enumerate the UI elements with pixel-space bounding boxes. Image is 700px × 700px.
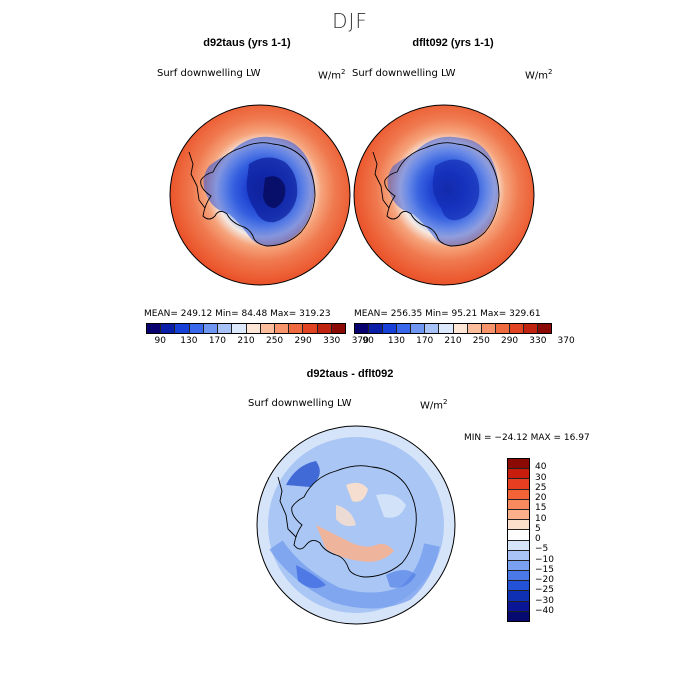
colorbar-swatch	[538, 324, 552, 333]
diff-panel-title: d92taus - dflt092	[306, 368, 394, 380]
colorbar-swatch	[508, 581, 529, 592]
figure-title: DJF	[332, 9, 368, 33]
colorbar-swatch	[260, 324, 275, 333]
diff-colorbar	[507, 458, 530, 622]
colorbar-swatch	[411, 324, 426, 333]
colorbar-tick-label: 170	[416, 336, 434, 346]
colorbar-label: 40	[535, 462, 547, 473]
colorbar-tick-label: 370	[557, 336, 575, 346]
right-stats: MEAN= 256.35 Min= 95.21 Max= 329.61	[354, 309, 541, 319]
left-polar-map	[169, 104, 351, 286]
colorbar-tick-label: 210	[444, 336, 462, 346]
colorbar-tick-label: 210	[237, 336, 255, 346]
colorbar-swatch	[161, 324, 176, 333]
colorbar-swatch	[508, 499, 529, 510]
diff-variable-label: Surf downwelling LW	[248, 398, 352, 409]
colorbar-label: 0	[535, 534, 541, 544]
colorbar-swatch	[508, 479, 529, 490]
left-panel-title: d92taus (yrs 1-1)	[203, 37, 291, 49]
colorbar-swatch	[317, 324, 332, 333]
colorbar-swatch	[274, 324, 290, 333]
right-panel-title: dflt092 (yrs 1-1)	[412, 37, 494, 49]
colorbar-tick-label: 290	[500, 336, 519, 346]
colorbar-label: −5	[535, 544, 549, 555]
left-variable-label: Surf downwelling LW	[157, 68, 261, 79]
colorbar-swatch	[508, 530, 529, 541]
colorbar-label: 30	[535, 472, 547, 483]
colorbar-swatch	[508, 459, 529, 470]
colorbar-swatch	[453, 324, 468, 333]
colorbar-swatch	[467, 324, 482, 333]
colorbar-tick-label: 330	[323, 336, 341, 346]
left-stats: MEAN= 249.12 Min= 84.48 Max= 319.23	[144, 309, 331, 319]
colorbar-swatch	[508, 540, 529, 551]
colorbar-label: 25	[535, 482, 547, 493]
right-units-label: W/m2	[525, 68, 553, 82]
colorbar-swatch	[508, 560, 529, 572]
diff-polar-map	[256, 425, 456, 625]
colorbar-label: −25	[535, 585, 554, 596]
colorbar-swatch	[369, 324, 384, 333]
colorbar-label: 5	[535, 523, 541, 534]
colorbar-swatch	[246, 324, 261, 333]
colorbar-swatch	[203, 324, 219, 333]
colorbar-swatch	[397, 324, 412, 333]
colorbar-label: 10	[535, 513, 547, 524]
colorbar-swatch	[508, 520, 529, 531]
colorbar-swatch	[175, 324, 190, 333]
colorbar-swatch	[509, 324, 524, 333]
colorbar-swatch	[523, 324, 539, 333]
colorbar-swatch	[147, 324, 162, 333]
colorbar-swatch	[481, 324, 496, 333]
colorbar-label: −30	[535, 595, 554, 606]
diff-units-label: W/m2	[420, 398, 448, 412]
colorbar-swatch	[218, 324, 233, 333]
colorbar-tick-label: 170	[208, 336, 227, 346]
colorbar-tick-label: 330	[529, 336, 547, 346]
colorbar-swatch	[508, 571, 529, 582]
right-polar-map	[353, 104, 535, 286]
colorbar-swatch	[189, 324, 204, 333]
colorbar-swatch	[508, 489, 529, 500]
colorbar-swatch	[439, 324, 454, 333]
diff-colorbar-labels: 40 30 25 20 15 10 5 0 −5 −10 −15 −20 −25 −30 −40	[535, 458, 575, 622]
left-units-label: W/m2	[318, 68, 346, 82]
colorbar-label: 15	[535, 503, 547, 514]
colorbar-swatch	[383, 324, 398, 333]
left-colorbar	[146, 323, 346, 334]
colorbar-tick-label: 250	[265, 336, 284, 346]
colorbar-swatch	[232, 324, 247, 333]
colorbar-tick-label: 90	[154, 336, 166, 346]
colorbar-swatch	[508, 611, 529, 621]
colorbar-tick-label: 250	[472, 336, 490, 346]
colorbar-swatch	[331, 324, 346, 333]
colorbar-label: −20	[535, 575, 554, 585]
colorbar-swatch	[495, 324, 510, 333]
colorbar-swatch	[508, 601, 529, 612]
colorbar-swatch	[303, 324, 318, 333]
right-colorbar	[354, 323, 552, 334]
diff-stats: MIN = −24.12 MAX = 16.97	[464, 433, 590, 443]
colorbar-label: −10	[535, 554, 554, 565]
right-variable-label: Surf downwelling LW	[352, 68, 456, 79]
colorbar-tick-label: 370	[351, 336, 369, 346]
colorbar-swatch	[355, 324, 370, 333]
colorbar-swatch	[425, 324, 440, 333]
colorbar-label: −15	[535, 564, 554, 575]
colorbar-tick-label: 290	[294, 336, 312, 346]
colorbar-tick-label: 90	[362, 336, 374, 346]
colorbar-swatch	[508, 509, 529, 521]
colorbar-swatch	[508, 591, 529, 602]
colorbar-swatch	[508, 469, 529, 480]
colorbar-label: 20	[535, 493, 547, 503]
colorbar-tick-label: 130	[387, 336, 406, 346]
colorbar-tick-label: 130	[180, 336, 198, 346]
colorbar-swatch	[508, 550, 529, 561]
colorbar-swatch	[289, 324, 304, 333]
colorbar-label: −40	[535, 605, 554, 616]
